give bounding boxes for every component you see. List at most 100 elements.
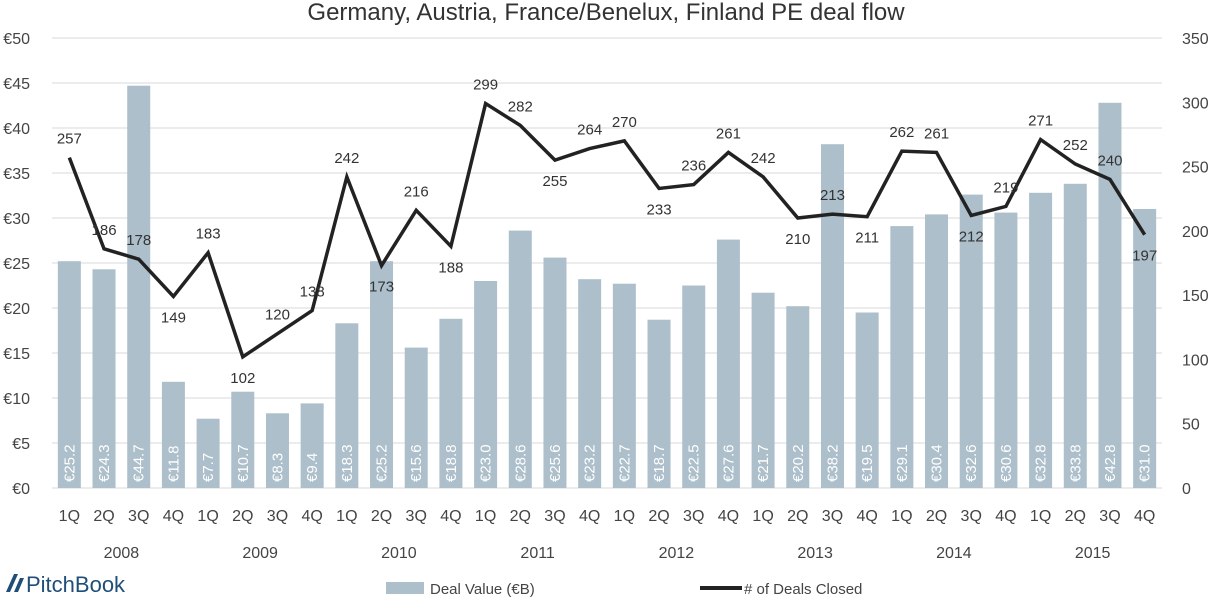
- bar: [751, 292, 775, 488]
- year-labels: 2008 2009 2010 2011 2012 2013 2014 2015: [104, 545, 1111, 562]
- bar-value-label: €30.6: [998, 444, 1015, 482]
- bar-value-label: €8.3: [269, 453, 286, 482]
- line-value-label: 216: [404, 183, 429, 200]
- year-label: 2011: [520, 545, 555, 562]
- bar-value-label: €20.2: [790, 444, 807, 482]
- bar-value-label: €19.5: [859, 444, 876, 482]
- left-axis-tick-label: €45: [3, 76, 30, 93]
- line-value-label: 257: [57, 131, 82, 148]
- category-label: 2Q: [232, 508, 253, 525]
- bar-value-label: €21.7: [755, 444, 772, 482]
- right-axis-tick-label: 100: [1182, 352, 1209, 369]
- bar: [890, 226, 914, 488]
- bar-value-label: €25.6: [547, 444, 564, 482]
- bar-value-label: €18.3: [339, 444, 356, 482]
- line-value-label: 233: [647, 201, 672, 218]
- line-value-label: 183: [196, 226, 221, 243]
- bar-value-label: €28.6: [512, 444, 529, 482]
- line-value-label: 261: [924, 125, 949, 142]
- bar-value-label: €29.1: [894, 444, 911, 482]
- left-axis-ticks: €0 €5 €10 €15 €20 €25 €30 €35 €40 €45 €50: [3, 31, 30, 498]
- bar-value-label: €10.7: [235, 444, 252, 482]
- category-label: 4Q: [440, 508, 461, 525]
- category-label: 4Q: [856, 508, 877, 525]
- left-axis-tick-label: €30: [3, 211, 30, 228]
- category-label: 3Q: [961, 508, 982, 525]
- bar: [994, 212, 1018, 488]
- legend-bar-swatch: [386, 582, 424, 594]
- left-axis-tick-label: €15: [3, 346, 30, 363]
- year-label: 2010: [381, 545, 417, 562]
- bar: [1029, 192, 1053, 489]
- bar: [925, 214, 949, 488]
- line-value-label: 240: [1097, 152, 1122, 169]
- bar: [612, 283, 636, 488]
- bar-value-label: €7.7: [200, 453, 217, 482]
- year-label: 2012: [659, 545, 695, 562]
- bar-value-label: €25.2: [61, 444, 78, 482]
- bar-value-label: €25.2: [374, 444, 391, 482]
- left-axis-tick-label: €20: [3, 301, 30, 318]
- bar-value-label: €32.6: [963, 444, 980, 482]
- line-value-label: 178: [126, 232, 151, 249]
- year-label: 2013: [797, 545, 833, 562]
- right-axis-tick-label: 50: [1182, 417, 1200, 434]
- year-label: 2009: [242, 545, 278, 562]
- line-value-label: 271: [1028, 113, 1053, 130]
- bar-value-label: €38.2: [824, 444, 841, 482]
- line-value-label: 212: [959, 228, 984, 245]
- line-series: [67, 100, 1147, 360]
- bar: [508, 230, 532, 488]
- line-value-label: 236: [681, 158, 706, 175]
- bar-value-label: €44.7: [131, 444, 148, 482]
- category-label: 1Q: [197, 508, 218, 525]
- bar: [439, 318, 463, 488]
- bar: [855, 312, 879, 488]
- bar-value-label: €23.0: [478, 444, 495, 482]
- bar: [578, 279, 602, 488]
- bar-value-label: €15.6: [408, 444, 425, 482]
- line-value-label: 242: [751, 150, 776, 167]
- bar-value-label: €18.7: [651, 444, 668, 482]
- bar-value-label: €31.0: [1137, 444, 1154, 482]
- line-value-labels: 257 186 178 149 183 102 120 138 242 173 216 188 299 2…: [57, 77, 1157, 387]
- category-label: 2Q: [648, 508, 669, 525]
- line-value-label: 262: [889, 124, 914, 141]
- bar: [300, 403, 324, 488]
- right-axis-tick-label: 200: [1182, 224, 1209, 241]
- right-axis-tick-label: 150: [1182, 288, 1209, 305]
- line-value-label: 299: [473, 77, 498, 94]
- line-value-label: 270: [612, 114, 637, 131]
- line-value-label: 197: [1132, 248, 1157, 265]
- bar: [543, 257, 567, 488]
- category-label: 4Q: [163, 508, 184, 525]
- left-axis-tick-label: €25: [3, 256, 30, 273]
- bar: [196, 418, 220, 488]
- left-axis-tick-label: €0: [12, 481, 30, 498]
- bar-value-label: €24.3: [96, 444, 113, 482]
- category-label: 2Q: [93, 508, 114, 525]
- bar-value-label: €23.2: [582, 444, 599, 482]
- category-label: 2Q: [371, 508, 392, 525]
- bar-series: [57, 85, 1157, 489]
- category-label: 1Q: [614, 508, 635, 525]
- bar: [647, 319, 671, 488]
- legend-line-label: # of Deals Closed: [744, 581, 862, 597]
- year-label: 2015: [1075, 545, 1111, 562]
- category-label: 1Q: [1030, 508, 1051, 525]
- bar: [370, 261, 394, 488]
- bar-value-label: €22.5: [686, 444, 703, 482]
- category-labels: 1Q 2Q 3Q 4Q 1Q 2Q 3Q 4Q 1Q 2Q 3Q 4Q 1Q 2Q 3Q 4Q 1Q 2Q 3Q 4Q…: [59, 508, 1156, 525]
- bar-value-label: €42.8: [1102, 444, 1119, 482]
- line-value-label: 173: [369, 279, 394, 296]
- pitchbook-logo: PitchBook: [6, 572, 126, 597]
- line-value-label: 252: [1063, 137, 1088, 154]
- pitchbook-logo-icon: [6, 574, 24, 592]
- chart-title: Germany, Austria, France/Benelux, Finlan…: [307, 0, 905, 26]
- bar: [820, 144, 844, 488]
- legend-bar-label: Deal Value (€B): [430, 581, 535, 597]
- category-label: 4Q: [579, 508, 600, 525]
- category-label: 2Q: [787, 508, 808, 525]
- category-label: 2Q: [1065, 508, 1086, 525]
